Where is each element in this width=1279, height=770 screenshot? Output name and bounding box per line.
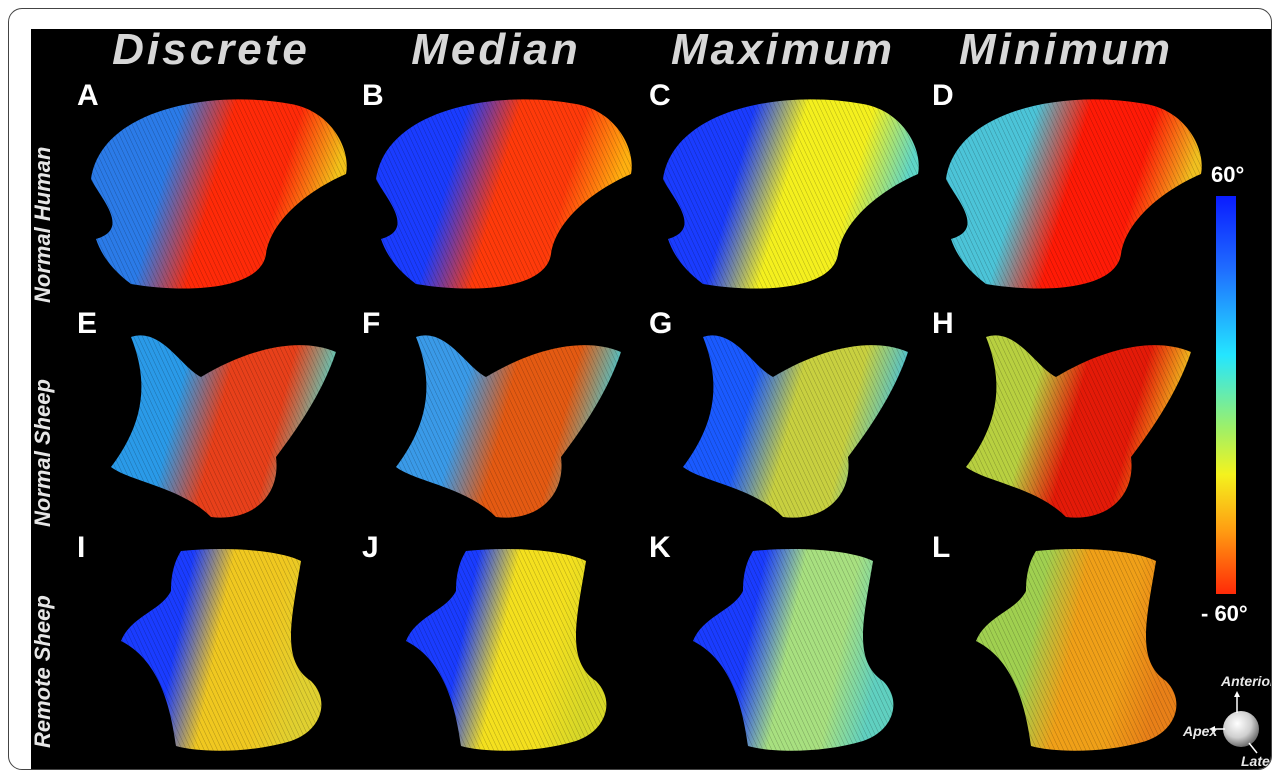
panel-d: D bbox=[926, 79, 1211, 304]
fiber-tract-image bbox=[376, 99, 632, 289]
panel-c: C bbox=[643, 79, 928, 304]
tractography-figure: Discrete Median Maximum Minimum Normal H… bbox=[30, 25, 1272, 769]
panel-letter: E bbox=[77, 307, 98, 340]
panel-letter: A bbox=[77, 79, 99, 112]
panel-k: K bbox=[643, 531, 928, 756]
panel-i: I bbox=[71, 531, 356, 756]
fiber-tract-image bbox=[111, 335, 336, 518]
panel-g: G bbox=[643, 307, 928, 532]
panel-f: F bbox=[356, 307, 641, 532]
column-title-discrete: Discrete bbox=[112, 25, 310, 74]
fiber-tract-image bbox=[683, 335, 908, 518]
orientation-anterior-label: Anterior bbox=[1221, 673, 1272, 689]
panel-e: E bbox=[71, 307, 356, 532]
panel-letter: J bbox=[362, 531, 379, 564]
panel-letter: K bbox=[649, 531, 671, 564]
panel-letter: I bbox=[77, 531, 86, 564]
panel-letter: F bbox=[362, 307, 381, 340]
fiber-tract-image bbox=[946, 99, 1202, 289]
orientation-lateral-label: Lateral bbox=[1241, 753, 1271, 769]
fiber-tract-image bbox=[121, 549, 322, 751]
panel-letter: D bbox=[932, 79, 954, 112]
panel-j: J bbox=[356, 531, 641, 756]
panel-letter: L bbox=[932, 531, 951, 564]
panel-letter: B bbox=[362, 79, 384, 112]
panel-letter: C bbox=[649, 79, 671, 112]
fiber-tract-image bbox=[663, 99, 919, 289]
row-label-normal-human: Normal Human bbox=[30, 146, 55, 303]
panel-h: H bbox=[926, 307, 1211, 532]
panel-l: L bbox=[926, 531, 1211, 756]
column-title-median: Median bbox=[411, 25, 581, 74]
fiber-tract-image bbox=[693, 549, 894, 751]
colorbar-top-label: 60° bbox=[1211, 162, 1245, 187]
panel-letter: H bbox=[932, 307, 954, 340]
column-title-minimum: Minimum bbox=[958, 25, 1174, 74]
panel-b: B bbox=[356, 79, 641, 304]
fiber-tract-image bbox=[966, 335, 1191, 518]
row-label-normal-sheep: Normal Sheep bbox=[30, 379, 55, 527]
fiber-tract-image bbox=[976, 549, 1177, 751]
colorbar-bottom-label: - 60° bbox=[1201, 601, 1248, 626]
panel-a: A bbox=[71, 79, 356, 304]
fiber-tract-image bbox=[406, 549, 607, 751]
orientation-sphere-icon bbox=[1209, 691, 1259, 754]
fiber-tract-image bbox=[91, 99, 347, 289]
panel-letter: G bbox=[649, 307, 673, 340]
orientation-apex-label: Apex bbox=[1183, 723, 1218, 739]
row-label-remote-sheep: Remote Sheep bbox=[30, 595, 55, 748]
figure-frame: Discrete Median Maximum Minimum Normal H… bbox=[8, 8, 1272, 770]
colorbar bbox=[1216, 196, 1236, 594]
column-title-maximum: Maximum bbox=[671, 25, 895, 74]
fiber-tract-image bbox=[396, 335, 621, 518]
orientation-indicator: Anterior Apex Lateral bbox=[1183, 671, 1272, 769]
